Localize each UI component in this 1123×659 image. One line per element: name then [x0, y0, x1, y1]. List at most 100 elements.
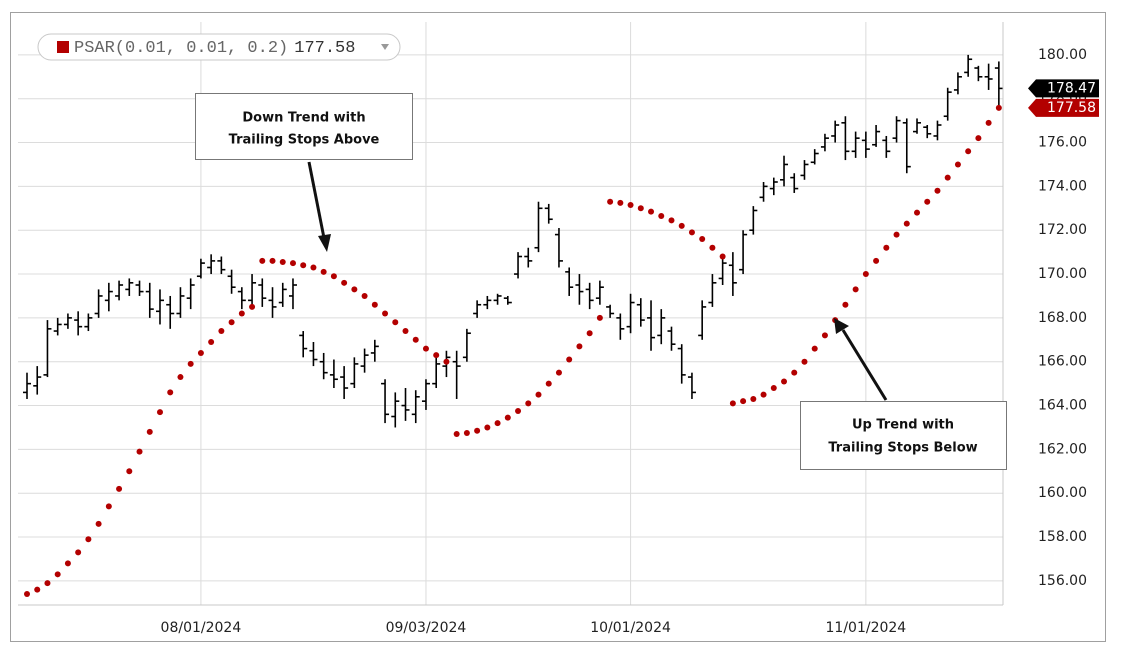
psar-dot	[310, 264, 317, 271]
psar-dot	[821, 332, 828, 339]
psar-dot	[361, 292, 368, 299]
psar-dot	[688, 229, 695, 236]
legend-dropdown[interactable]	[381, 44, 389, 50]
price-tag-label: 177.58	[1047, 100, 1096, 116]
y-tick-label: 162.00	[1038, 441, 1087, 457]
psar-dot	[576, 343, 583, 350]
psar-dot	[658, 212, 665, 219]
psar-dot	[136, 448, 143, 455]
psar-dot	[965, 148, 972, 155]
psar-dot	[208, 338, 215, 345]
legend-swatch	[57, 41, 69, 53]
price-tag-label: 178.47	[1047, 80, 1096, 96]
psar-dot	[105, 503, 112, 510]
x-tick-label: 09/03/2024	[386, 620, 467, 636]
psar-dot	[484, 424, 491, 431]
price-tag	[1028, 98, 1099, 117]
psar-dot	[443, 358, 450, 365]
x-tick-label: 08/01/2024	[161, 620, 242, 636]
legend-entry: PSAR(0.01, 0.01, 0.2) 177.58	[74, 39, 355, 58]
psar-dot	[351, 286, 358, 293]
psar-dot	[566, 356, 573, 363]
price-labels: 178.47 177.58	[1028, 79, 1099, 117]
psar-dot	[862, 271, 869, 278]
psar-dot	[555, 369, 562, 376]
psar-dot	[873, 257, 880, 264]
grid: 156.00 158.00 160.00 162.00 164.00 166.00 168.…	[18, 22, 1087, 636]
psar-dot	[249, 303, 256, 310]
psar-dot	[729, 400, 736, 407]
psar-dot	[770, 385, 777, 392]
psar-dot	[371, 301, 378, 308]
psar-dot	[791, 369, 798, 376]
psar-dot	[883, 244, 890, 251]
psar-dot	[934, 187, 941, 194]
psar-dot	[54, 571, 61, 578]
psar-dot	[402, 328, 409, 335]
psar-dot	[126, 468, 133, 475]
annotation-arrowhead	[318, 234, 331, 252]
psar-dot	[187, 360, 194, 367]
psar-dot	[893, 231, 900, 238]
psar-dot	[740, 398, 747, 405]
psar-dot	[903, 220, 910, 227]
psar-dot	[433, 352, 440, 359]
y-tick-label: 168.00	[1038, 310, 1087, 326]
psar-dot	[64, 560, 71, 567]
psar-dot	[474, 427, 481, 434]
psar-dot	[995, 104, 1002, 111]
psar-dot	[617, 199, 624, 206]
y-tick-label: 180.00	[1038, 47, 1087, 63]
psar-dot	[156, 409, 163, 416]
annotation-arrowhead	[834, 318, 849, 334]
annotation-up: Up Trend with Trailing Stops Below	[800, 318, 1007, 470]
psar-dot	[944, 174, 951, 181]
psar-dot	[924, 198, 931, 205]
y-tick-label: 164.00	[1038, 398, 1087, 414]
psar-dot	[811, 345, 818, 352]
psar-dot	[842, 301, 849, 308]
psar-dot	[801, 358, 808, 365]
psar-dot	[197, 349, 204, 356]
psar-dot	[95, 520, 102, 527]
psar-dot	[781, 378, 788, 385]
annotation-down: Down Trend with Trailing Stops Above	[195, 93, 413, 252]
psar-dot	[668, 217, 675, 224]
psar-dot	[515, 408, 522, 415]
psar-dot	[535, 391, 542, 398]
psar-dot	[269, 257, 276, 264]
psar-dot	[238, 310, 245, 317]
psar-dot	[985, 119, 992, 126]
psar-dot	[300, 262, 307, 269]
psar-dot	[627, 202, 634, 209]
psar-dot	[586, 330, 593, 337]
annotation-box	[195, 93, 413, 160]
psar-dot	[330, 273, 337, 280]
y-tick-label: 156.00	[1038, 573, 1087, 589]
y-tick-label: 176.00	[1038, 135, 1087, 151]
psar-dot	[228, 319, 235, 326]
psar-dot	[341, 279, 348, 286]
psar-dot	[218, 328, 225, 335]
psar-dot	[289, 260, 296, 267]
psar-dot	[699, 235, 706, 242]
psar-dot	[975, 135, 982, 142]
legend-pill[interactable]	[37, 33, 401, 61]
psar-dot	[116, 485, 123, 492]
psar-dot	[463, 429, 470, 436]
annotation-box	[800, 401, 1007, 470]
psar-dot	[412, 336, 419, 343]
psar-dot	[494, 420, 501, 427]
psar-dot	[320, 268, 327, 275]
psar-dot	[719, 253, 726, 260]
y-tick-label: 170.00	[1038, 266, 1087, 282]
legend[interactable]: PSAR(0.01, 0.01, 0.2) 177.58	[37, 33, 401, 61]
psar-dot	[146, 428, 153, 435]
psar-dot	[545, 380, 552, 387]
psar-dot	[648, 208, 655, 215]
psar-dot	[85, 536, 92, 543]
psar-dot	[760, 391, 767, 398]
psar-dot	[34, 586, 41, 593]
psar-dot	[259, 257, 266, 264]
